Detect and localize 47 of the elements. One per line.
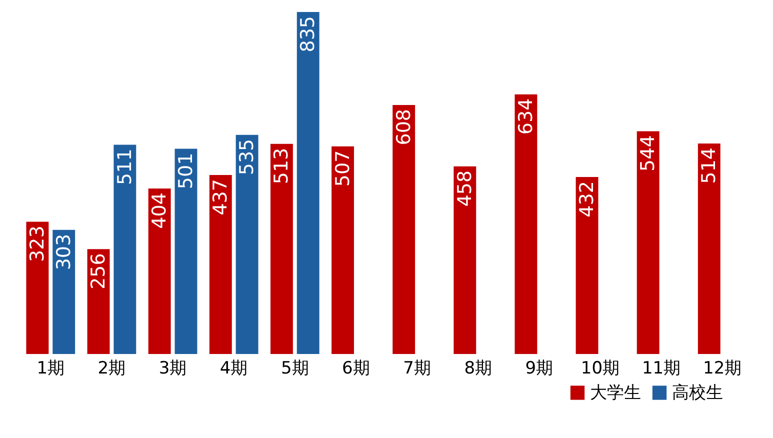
x-tick-label: 8期 bbox=[464, 358, 492, 378]
bar bbox=[636, 131, 660, 354]
legend-label: 大学生 bbox=[590, 382, 641, 403]
data-label: 256 bbox=[88, 253, 110, 290]
bar bbox=[454, 166, 476, 354]
data-label: 323 bbox=[26, 226, 48, 262]
data-label: 535 bbox=[236, 138, 258, 176]
data-label: 458 bbox=[454, 170, 476, 207]
bar bbox=[114, 144, 136, 354]
legend-label: 高校生 bbox=[672, 382, 723, 403]
x-tick-label: 10期 bbox=[580, 358, 620, 378]
bar bbox=[332, 146, 354, 354]
bar bbox=[52, 230, 76, 354]
x-tick-label: 1期 bbox=[36, 358, 65, 378]
data-label: 404 bbox=[148, 192, 171, 229]
bar bbox=[174, 148, 198, 354]
data-label: 634 bbox=[514, 98, 537, 135]
data-label: 544 bbox=[637, 135, 660, 172]
bar bbox=[270, 144, 293, 354]
x-tick-label: 7期 bbox=[403, 358, 431, 378]
x-tick-label: 12期 bbox=[703, 358, 742, 378]
bar bbox=[392, 104, 416, 354]
x-tick-label: 9期 bbox=[525, 358, 554, 378]
bar bbox=[148, 188, 171, 354]
bar bbox=[576, 177, 598, 354]
data-label: 437 bbox=[210, 179, 232, 216]
bar bbox=[296, 12, 320, 354]
bar bbox=[236, 134, 258, 354]
bar bbox=[698, 143, 720, 354]
data-label: 835 bbox=[297, 16, 320, 52]
bar bbox=[26, 222, 49, 354]
data-label: 608 bbox=[392, 108, 415, 146]
data-label: 432 bbox=[576, 181, 598, 218]
x-tick-label: 6期 bbox=[342, 358, 370, 378]
data-label: 501 bbox=[174, 152, 197, 190]
x-tick-label: 4期 bbox=[220, 358, 248, 378]
data-label: 511 bbox=[114, 148, 136, 185]
x-tick-label: 5期 bbox=[280, 358, 309, 378]
x-tick-label: 3期 bbox=[158, 358, 187, 378]
data-label: 514 bbox=[698, 147, 720, 184]
bar bbox=[514, 94, 538, 354]
x-tick-label: 11期 bbox=[642, 358, 681, 378]
data-label: 507 bbox=[332, 150, 354, 187]
bar bbox=[209, 175, 232, 354]
data-label: 513 bbox=[270, 148, 293, 184]
x-tick-label: 2期 bbox=[98, 358, 126, 378]
data-label: 303 bbox=[52, 234, 75, 270]
